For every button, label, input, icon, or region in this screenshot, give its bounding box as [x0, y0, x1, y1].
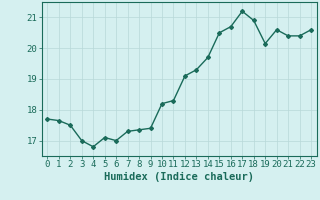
- X-axis label: Humidex (Indice chaleur): Humidex (Indice chaleur): [104, 172, 254, 182]
